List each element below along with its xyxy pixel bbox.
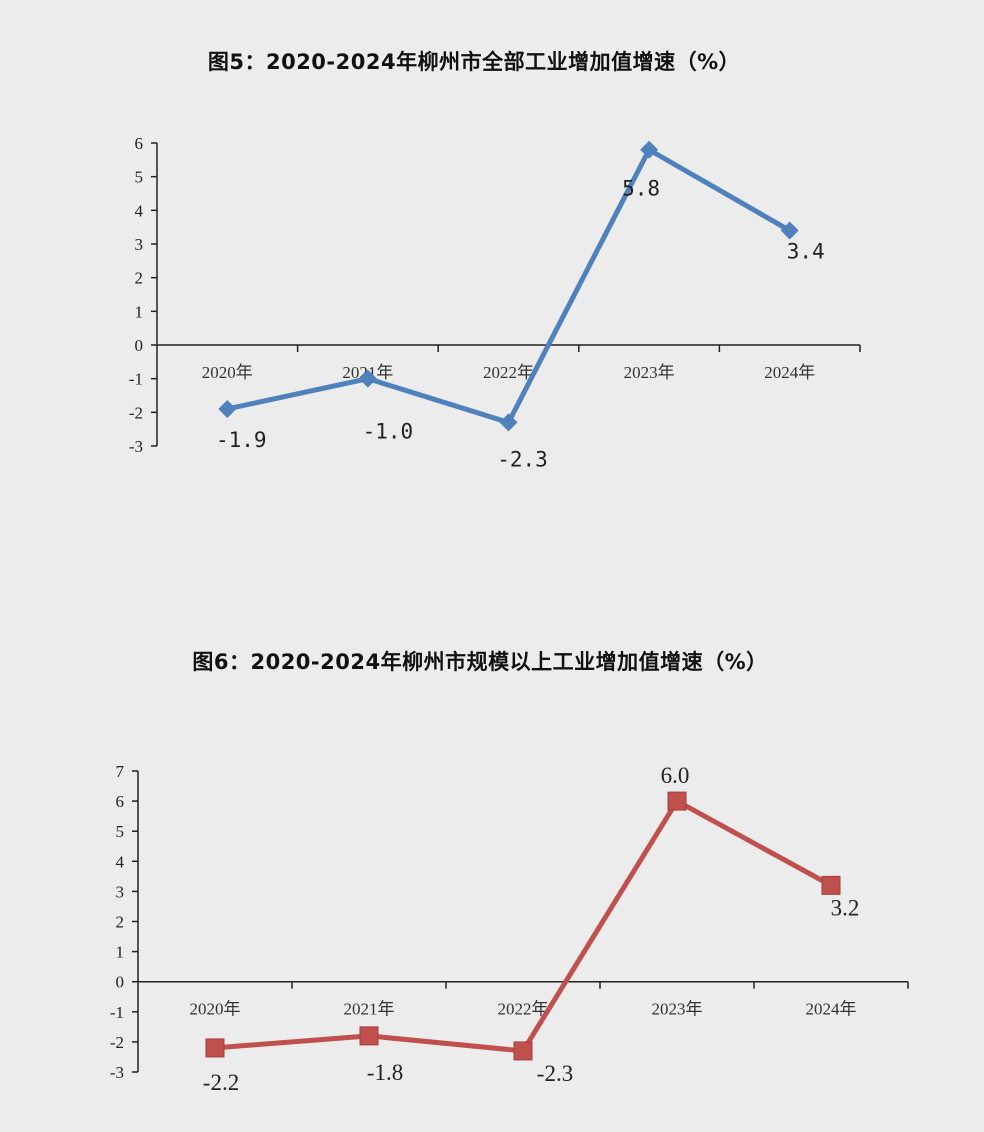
chart1-category-label: 2023年	[624, 363, 675, 382]
chart1-title: 图5：2020-2024年柳州市全部工业增加值增速（%）	[207, 50, 741, 74]
chart2-y-tick-label: 2	[116, 913, 125, 932]
chart1-y-tick-label: 2	[135, 269, 144, 288]
chart2-y-tick-label: -1	[110, 1003, 124, 1022]
chart1-point	[358, 369, 377, 388]
chart1-point	[218, 399, 237, 418]
chart2-point	[359, 1026, 379, 1046]
chart1-y-tick-label: 5	[135, 168, 144, 187]
chart1-y-tick-label: 0	[135, 336, 144, 355]
chart2-title: 图6：2020-2024年柳州市规模以上工业增加值增速（%）	[192, 650, 768, 674]
chart2-y-tick-label: -2	[110, 1033, 124, 1052]
chart2-data-label: 6.0	[661, 763, 690, 788]
chart2-data-label: 3.2	[831, 895, 860, 920]
chart1-y-tick-label: 1	[135, 302, 144, 321]
chart1-data-label: -1.0	[363, 420, 414, 444]
chart2-data-label: -2.2	[203, 1070, 239, 1095]
chart1-y-tick-label: -1	[129, 370, 143, 389]
chart2-data-label: -1.8	[367, 1060, 403, 1085]
chart1-category-label: 2020年	[202, 363, 253, 382]
chart2-category-label: 2021年	[344, 1000, 395, 1019]
chart1-category-label: 2022年	[483, 363, 534, 382]
chart2-point	[667, 791, 687, 811]
chart1-y-tick-label: 4	[135, 201, 144, 220]
chart2-y-tick-label: 0	[116, 973, 125, 992]
chart1-y-tick-label: -3	[129, 437, 143, 456]
chart2-category-label: 2020年	[190, 1000, 241, 1019]
chart2-y-tick-label: 1	[116, 943, 125, 962]
chart1-data-label: -1.9	[216, 428, 267, 452]
chart2-y-tick-label: 7	[116, 762, 125, 781]
chart1-point	[640, 140, 659, 159]
chart2-y-tick-label: 4	[116, 852, 125, 871]
chart1-data-label: -2.3	[497, 447, 548, 471]
chart1-data-label: 5.8	[622, 177, 660, 201]
chart2-y-tick-label: 3	[116, 882, 125, 901]
chart1-point	[780, 221, 799, 240]
chart1-category-label: 2024年	[764, 363, 815, 382]
chart1-y-tick-label: 6	[135, 134, 144, 153]
chart2-point	[513, 1041, 533, 1061]
chart2-y-tick-label: 6	[116, 792, 125, 811]
chart1-data-label: 3.4	[787, 240, 825, 264]
chart2-category-label: 2022年	[498, 1000, 549, 1019]
chart2-category-label: 2024年	[806, 1000, 857, 1019]
chart2-point	[205, 1038, 225, 1058]
chart1-y-tick-label: -2	[129, 403, 143, 422]
chart2-category-label: 2023年	[652, 1000, 703, 1019]
chart2-point	[821, 875, 841, 895]
chart2-y-tick-label: 5	[116, 822, 125, 841]
chart2-data-label: -2.3	[537, 1061, 573, 1086]
chart1-point	[499, 413, 518, 432]
chart2-y-tick-label: -3	[110, 1063, 124, 1082]
chart1-y-tick-label: 3	[135, 235, 144, 254]
